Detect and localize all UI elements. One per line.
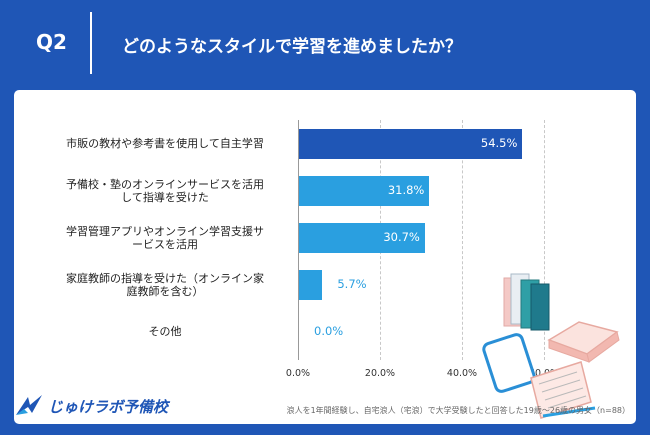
bar xyxy=(299,269,323,300)
bar xyxy=(299,128,523,159)
x-tick-label: 20.0% xyxy=(364,368,396,379)
books-illustration-icon xyxy=(482,273,620,419)
category-label-line: 市販の教材や参考書を使用して自主学習 xyxy=(66,137,264,150)
category-label: 学習管理アプリやオンライン学習支援サ ービスを活用 xyxy=(40,225,290,251)
bar xyxy=(299,175,430,206)
chart-panel: 0.0%20.0%40.0%60.0%市販の教材や参考書を使用して自主学習54.… xyxy=(14,90,636,424)
x-tick-label: 40.0% xyxy=(446,368,478,379)
category-label-line: ービスを活用 xyxy=(132,237,198,251)
value-label: 54.5% xyxy=(480,135,518,150)
header: Q2 どのようなスタイルで学習を進めましたか？ xyxy=(0,0,650,84)
bar xyxy=(299,222,425,253)
category-label-line: 家庭教師の指導を受けた（オンライン家 xyxy=(66,271,264,285)
footnote: 浪人を1年間経験し、自宅浪人（宅浪）で大学受験したと回答した19歳〜26歳の男女… xyxy=(286,406,630,415)
question-number: Q2 xyxy=(36,30,67,54)
question-title: どのようなスタイルで学習を進めましたか？ xyxy=(122,37,462,57)
category-label: 市販の教材や参考書を使用して自主学習 xyxy=(40,137,290,150)
category-label: 家庭教師の指導を受けた（オンライン家 庭教師を含む） xyxy=(40,272,290,298)
category-label-line: 庭教師を含む） xyxy=(126,284,204,298)
category-label-line: 学習管理アプリやオンライン学習支援サ xyxy=(66,224,264,238)
logo-text: じゅけラボ予備校 xyxy=(48,398,169,416)
gridline xyxy=(544,120,545,360)
bar-chart: 0.0%20.0%40.0%60.0%市販の教材や参考書を使用して自主学習54.… xyxy=(14,90,636,424)
y-axis-line xyxy=(298,120,299,360)
value-label: 30.7% xyxy=(383,229,420,244)
category-label: その他 xyxy=(40,325,290,338)
gridline xyxy=(462,120,463,360)
value-label: 0.0% xyxy=(314,323,344,338)
logo: じゅけラボ予備校 xyxy=(14,393,184,419)
category-label-line: その他 xyxy=(148,325,182,338)
logo-mark-icon xyxy=(16,395,42,415)
x-tick-label: 0.0% xyxy=(285,368,311,379)
category-label: 予備校・塾のオンラインサービスを活用 して指導を受けた xyxy=(40,178,290,204)
category-label-line: 予備校・塾のオンラインサービスを活用 xyxy=(66,177,264,191)
category-label-line: して指導を受けた xyxy=(121,190,209,204)
value-label: 5.7% xyxy=(337,276,367,291)
value-label: 31.8% xyxy=(387,182,425,197)
header-divider xyxy=(90,12,92,74)
